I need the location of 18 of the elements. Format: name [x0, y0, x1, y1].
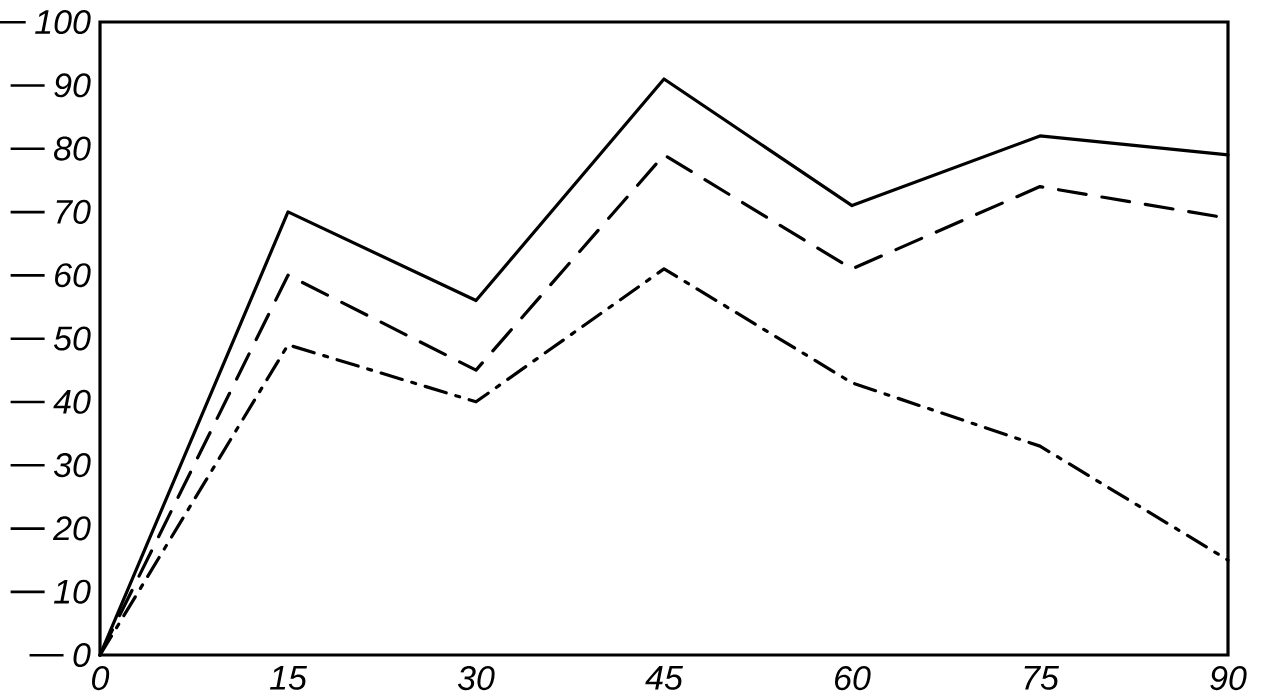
x-tick-label: 75	[1024, 666, 1060, 690]
x-tick-label: 30	[457, 666, 495, 691]
x-tick-label: 60	[835, 666, 871, 691]
y-tick-label: 100	[35, 9, 91, 35]
y-tick-label: 50	[53, 326, 91, 351]
x-tick-label: 0	[92, 666, 110, 691]
y-tick-label: 0	[73, 642, 91, 668]
y-tick-label: 90	[54, 73, 91, 98]
y-tick-label: 30	[53, 453, 91, 478]
x-tick-label: 15	[269, 666, 308, 690]
y-tick-label: 60	[55, 263, 91, 288]
x-tick-label: 45	[645, 666, 684, 690]
x-tick-label: 90	[1210, 666, 1247, 691]
y-tick-label: 40	[53, 389, 91, 414]
y-tick-label: 70	[56, 199, 91, 224]
y-tick-label: 10	[54, 579, 91, 604]
y-tick-label: 80	[54, 136, 91, 161]
y-tick-label: 20	[52, 516, 91, 541]
